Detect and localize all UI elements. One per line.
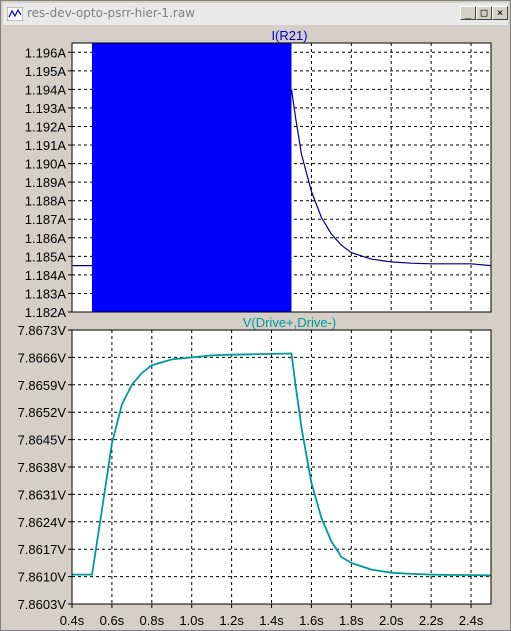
oscillation-band [91, 43, 292, 312]
y-tick-label: 7.8617V [18, 542, 67, 557]
y-tick-label: 1.190A [25, 157, 67, 172]
chart-title: I(R21) [271, 28, 307, 43]
y-tick-label: 7.8666V [18, 350, 67, 365]
y-tick-label: 1.182A [25, 305, 67, 320]
y-tick-label: 1.189A [25, 175, 67, 190]
y-tick-label: 1.184A [25, 268, 67, 283]
y-tick-label: 1.188A [25, 194, 67, 209]
plot-frame [71, 42, 492, 313]
y-tick-label: 7.8645V [18, 433, 67, 448]
maximize-button[interactable]: □ [476, 6, 492, 20]
x-tick-label: 1.8s [339, 613, 364, 628]
y-tick-label: 7.8673V [18, 323, 67, 338]
x-tick-label: 1.4s [259, 613, 284, 628]
y-tick-label: 1.196A [25, 45, 67, 60]
y-tick-label: 1.185A [25, 249, 67, 264]
plot-area[interactable]: 1.196A 1.195A 1.194A 1.193A 1.192A 1.191A 1.19… [1, 25, 510, 630]
x-tick-label: 1.2s [219, 613, 244, 628]
x-tick-label: 0.6s [100, 613, 125, 628]
trace-i-r21-decay [290, 89, 492, 267]
x-tick-label: 0.4s [60, 613, 85, 628]
close-button[interactable]: × [492, 6, 508, 20]
y-tick-label: 1.192A [25, 119, 67, 134]
x-tick-label: 2.2s [419, 613, 444, 628]
y-tick-label: 7.8610V [18, 570, 67, 585]
x-tick-label: 1.0s [179, 613, 204, 628]
y-tick-label: 1.195A [25, 64, 67, 79]
y-tick-label: 1.187A [25, 212, 67, 227]
y-tick-label: 1.193A [25, 101, 67, 116]
x-tick-label: 2.4s [459, 613, 484, 628]
window-title: res-dev-opto-psrr-hier-1.raw [27, 6, 195, 20]
y-tick-label: 7.8638V [18, 460, 67, 475]
waveform-app-icon [7, 7, 23, 21]
y-tick-label: 7.8652V [18, 405, 67, 420]
x-tick-label: 2.0s [379, 613, 404, 628]
minimize-button[interactable]: _ [460, 6, 476, 20]
y-tick-label: 7.8624V [18, 515, 67, 530]
title-bar[interactable]: res-dev-opto-psrr-hier-1.raw _ □ × [3, 3, 508, 25]
trace-v-drive [72, 352, 492, 577]
y-tick-label: 1.183A [25, 286, 67, 301]
y-tick-label: 7.8659V [18, 378, 67, 393]
y-tick-label: 1.186A [25, 231, 67, 246]
chart-title: V(Drive+,Drive-) [243, 315, 337, 330]
y-tick-label: 7.8631V [18, 487, 67, 502]
plot-frame [71, 329, 492, 605]
y-tick-label: 7.8603V [18, 597, 67, 612]
x-tick-label: 0.8s [140, 613, 165, 628]
y-tick-label: 1.194A [25, 82, 67, 97]
x-tick-label: 1.6s [299, 613, 324, 628]
y-tick-label: 1.191A [25, 138, 67, 153]
